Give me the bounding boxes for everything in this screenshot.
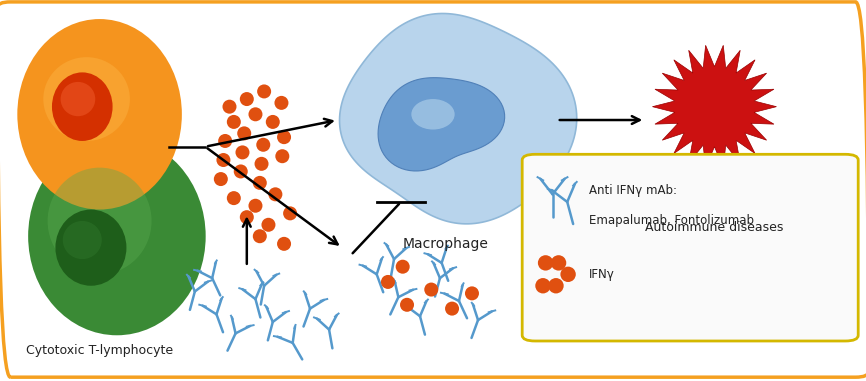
- Ellipse shape: [17, 19, 182, 210]
- Ellipse shape: [275, 96, 288, 110]
- Ellipse shape: [62, 221, 102, 259]
- Text: Emapalumab, Fontolizumab: Emapalumab, Fontolizumab: [589, 215, 754, 227]
- Ellipse shape: [551, 255, 566, 271]
- Ellipse shape: [256, 138, 270, 152]
- Ellipse shape: [535, 278, 551, 293]
- Ellipse shape: [445, 302, 459, 315]
- Ellipse shape: [240, 210, 254, 224]
- Ellipse shape: [381, 275, 395, 289]
- Ellipse shape: [275, 149, 289, 163]
- Ellipse shape: [560, 267, 576, 282]
- Ellipse shape: [538, 255, 553, 271]
- Ellipse shape: [277, 130, 291, 144]
- Ellipse shape: [61, 82, 95, 116]
- Ellipse shape: [253, 176, 267, 190]
- Ellipse shape: [48, 168, 152, 274]
- Ellipse shape: [411, 99, 455, 130]
- Ellipse shape: [234, 165, 248, 178]
- Polygon shape: [652, 45, 777, 168]
- FancyBboxPatch shape: [522, 154, 858, 341]
- Ellipse shape: [255, 157, 268, 171]
- Text: Cytotoxic T-lymphocyte: Cytotoxic T-lymphocyte: [26, 344, 173, 357]
- Ellipse shape: [249, 199, 262, 213]
- Ellipse shape: [262, 218, 275, 232]
- Ellipse shape: [52, 72, 113, 141]
- Ellipse shape: [29, 137, 206, 335]
- Ellipse shape: [400, 298, 414, 312]
- Text: Autoimmune diseases: Autoimmune diseases: [645, 221, 784, 234]
- Polygon shape: [378, 78, 505, 171]
- Ellipse shape: [55, 210, 126, 286]
- Ellipse shape: [218, 134, 232, 148]
- Ellipse shape: [257, 85, 271, 98]
- Ellipse shape: [266, 115, 280, 129]
- Ellipse shape: [236, 146, 249, 159]
- Ellipse shape: [227, 115, 241, 129]
- Text: IFNγ: IFNγ: [589, 268, 615, 281]
- Text: Macrophage: Macrophage: [403, 237, 489, 251]
- Ellipse shape: [465, 287, 479, 300]
- Ellipse shape: [227, 191, 241, 205]
- Ellipse shape: [216, 153, 230, 167]
- Ellipse shape: [249, 107, 262, 121]
- Ellipse shape: [253, 229, 267, 243]
- Ellipse shape: [214, 172, 228, 186]
- Ellipse shape: [268, 187, 282, 201]
- Ellipse shape: [283, 207, 297, 220]
- Text: Anti IFNγ mAb:: Anti IFNγ mAb:: [589, 184, 677, 197]
- Ellipse shape: [277, 237, 291, 251]
- Ellipse shape: [223, 100, 236, 114]
- Ellipse shape: [424, 283, 438, 296]
- Ellipse shape: [240, 92, 254, 106]
- Ellipse shape: [237, 126, 251, 140]
- Ellipse shape: [43, 57, 130, 141]
- Ellipse shape: [396, 260, 410, 274]
- Ellipse shape: [548, 278, 564, 293]
- Polygon shape: [339, 13, 577, 224]
